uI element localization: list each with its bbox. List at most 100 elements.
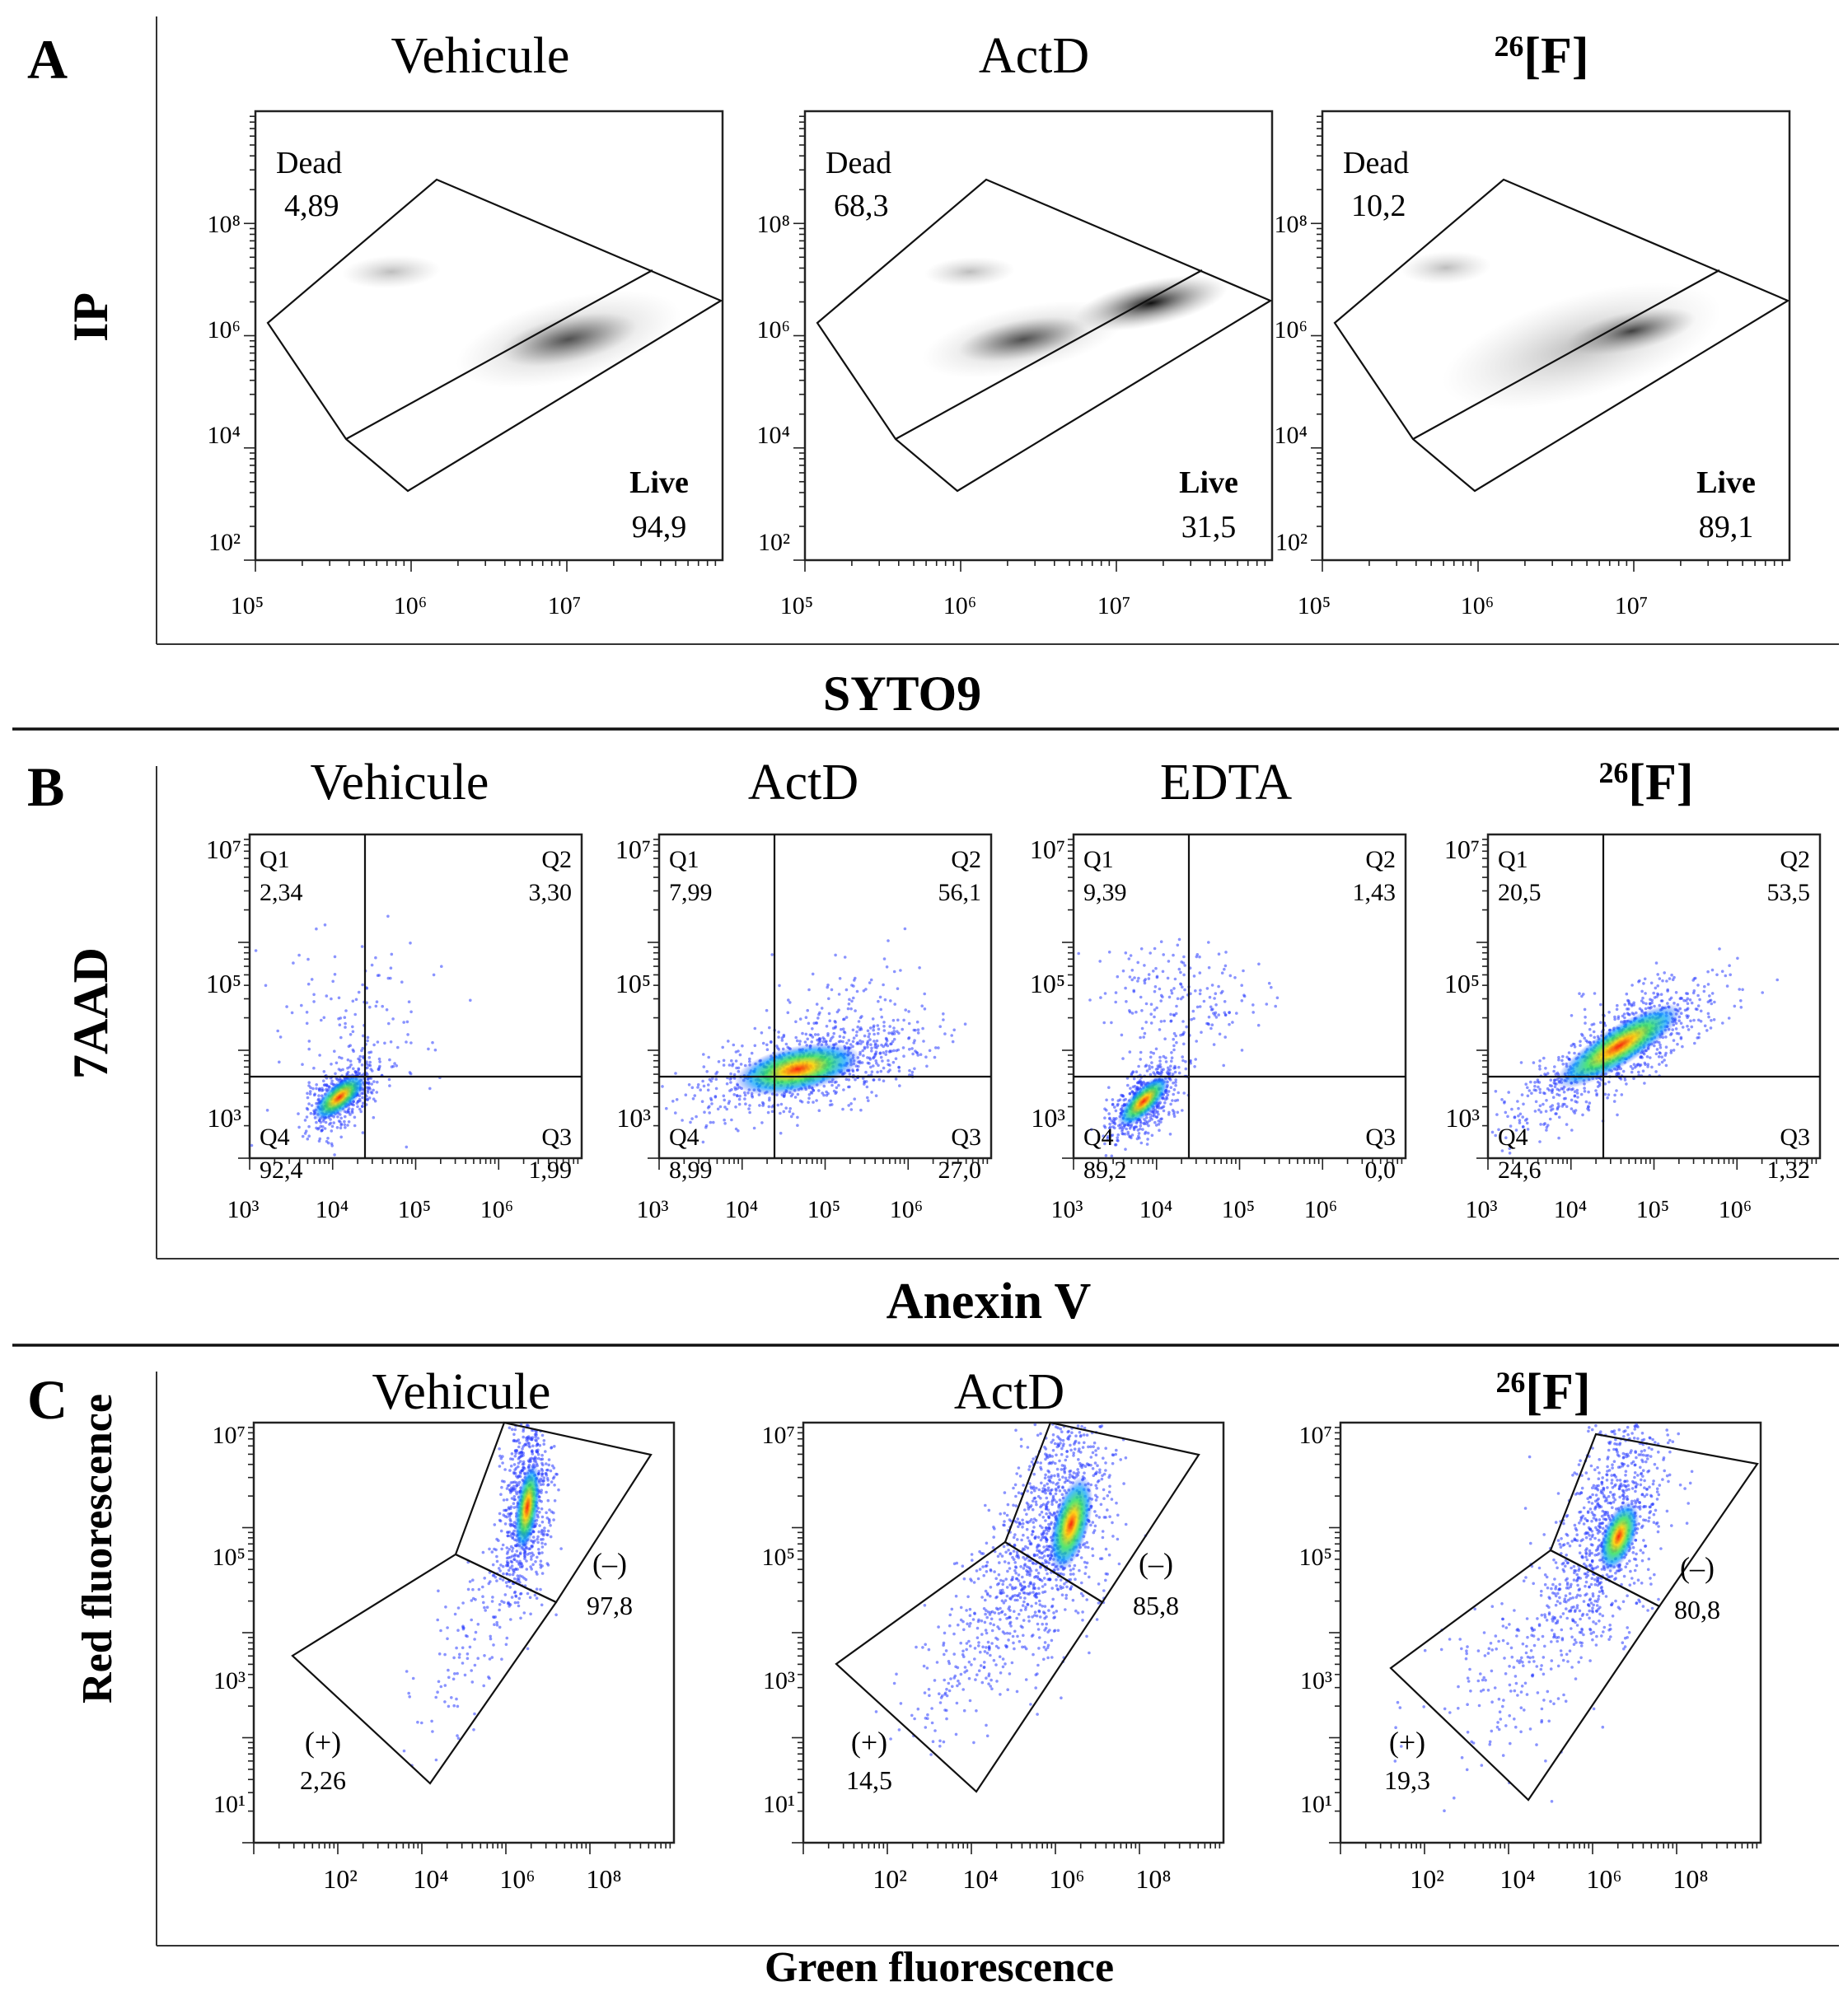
event-dot: [477, 1587, 481, 1591]
event-dot: [1195, 1005, 1200, 1009]
event-dot: [1508, 1152, 1512, 1155]
event-dot: [345, 1072, 349, 1076]
event-dot: [1182, 1042, 1186, 1046]
event-dot: [1736, 956, 1739, 960]
event-dot: [498, 1608, 501, 1612]
event-dot: [1097, 1479, 1101, 1483]
event-dot: [844, 1077, 849, 1082]
event-dot: [1169, 1019, 1173, 1023]
y-tick-label: 10⁶: [1275, 316, 1308, 344]
event-dot: [702, 1084, 706, 1088]
event-dot: [776, 1046, 779, 1049]
quadrant-label-q3: Q3: [951, 1124, 981, 1151]
event-dot: [553, 1445, 556, 1448]
event-dot: [883, 998, 887, 1002]
event-dot: [1524, 1082, 1528, 1086]
event-dot: [1542, 1102, 1545, 1106]
event-dot: [943, 1032, 947, 1035]
event-dot: [471, 1587, 475, 1591]
event-dot: [1128, 975, 1132, 979]
event-dot: [517, 1483, 521, 1487]
event-dot: [359, 1110, 363, 1114]
event-dot: [1116, 1537, 1120, 1541]
event-dot: [1584, 1016, 1587, 1019]
event-dot: [1169, 1086, 1173, 1089]
event-dot: [1129, 954, 1133, 957]
event-dot: [1552, 1069, 1556, 1073]
event-dot: [522, 1435, 525, 1439]
panel-a-plot-title: 26[F]: [1494, 28, 1588, 84]
event-dot: [1674, 991, 1678, 994]
event-dot: [540, 1545, 545, 1549]
event-dot: [1139, 1141, 1144, 1145]
event-dot: [343, 1119, 346, 1124]
event-dot: [319, 1120, 323, 1124]
event-dot: [1557, 1058, 1560, 1062]
event-dot: [520, 1451, 524, 1455]
event-dot: [1574, 1100, 1577, 1103]
event-dot: [1168, 1068, 1172, 1072]
event-dot: [1677, 1032, 1681, 1035]
event-dot: [493, 1547, 496, 1551]
quadrant-value-q3: 1,99: [529, 1157, 573, 1184]
event-dot: [334, 1072, 337, 1076]
event-dot: [264, 984, 268, 988]
event-dot: [780, 1039, 784, 1042]
event-dot: [1152, 1051, 1155, 1055]
event-dot: [861, 1040, 864, 1044]
event-dot: [1553, 1065, 1556, 1068]
event-dot: [1120, 1033, 1124, 1037]
event-dot: [876, 1070, 879, 1074]
event-dot: [867, 1099, 870, 1102]
event-dot: [1149, 951, 1152, 955]
event-dot: [1556, 1102, 1560, 1105]
event-dot: [1632, 1001, 1635, 1005]
gate-label-negative: (–): [592, 1547, 627, 1580]
event-dot: [788, 1001, 792, 1004]
event-dot: [500, 1485, 503, 1489]
event-dot: [1050, 1503, 1054, 1507]
event-dot: [1718, 947, 1721, 951]
event-dot: [317, 1094, 320, 1097]
event-dot: [1570, 1014, 1574, 1017]
event-dot: [1690, 1025, 1694, 1029]
event-dot: [526, 1591, 530, 1596]
event-dot: [495, 1559, 499, 1563]
event-dot: [1111, 1103, 1115, 1106]
event-dot: [332, 1121, 336, 1124]
event-dot: [708, 1077, 712, 1082]
event-dot: [510, 1596, 514, 1599]
event-dot: [1110, 1154, 1114, 1158]
event-dot: [306, 1108, 310, 1111]
event-dot: [502, 1498, 506, 1502]
event-dot: [1586, 1107, 1589, 1110]
event-dot: [1167, 1113, 1171, 1116]
event-dot: [1128, 1091, 1132, 1096]
event-dot: [428, 1087, 432, 1091]
event-dot: [1664, 1051, 1668, 1055]
event-dot: [705, 1070, 709, 1073]
event-dot: [1121, 969, 1125, 973]
event-dot: [1145, 1143, 1149, 1146]
event-dot: [744, 1102, 747, 1105]
event-dot: [1209, 1005, 1213, 1009]
event-dot: [376, 1040, 380, 1044]
event-dot: [1093, 1510, 1097, 1513]
gate-label-positive: (+): [305, 1726, 341, 1759]
event-dot: [851, 1040, 855, 1044]
event-dot: [1159, 1020, 1163, 1023]
event-dot: [1223, 1000, 1227, 1003]
event-dot: [367, 1086, 372, 1090]
event-dot: [844, 1016, 849, 1019]
event-dot: [351, 999, 355, 1003]
event-dot: [1698, 998, 1701, 1002]
event-dot: [1706, 970, 1710, 974]
event-dot: [1182, 973, 1186, 977]
event-dot: [849, 1043, 853, 1046]
event-dot: [908, 1068, 911, 1073]
gate-label-dead: Dead: [276, 146, 342, 180]
event-dot: [872, 1078, 875, 1082]
event-dot: [701, 1140, 705, 1144]
event-dot: [338, 1055, 341, 1059]
